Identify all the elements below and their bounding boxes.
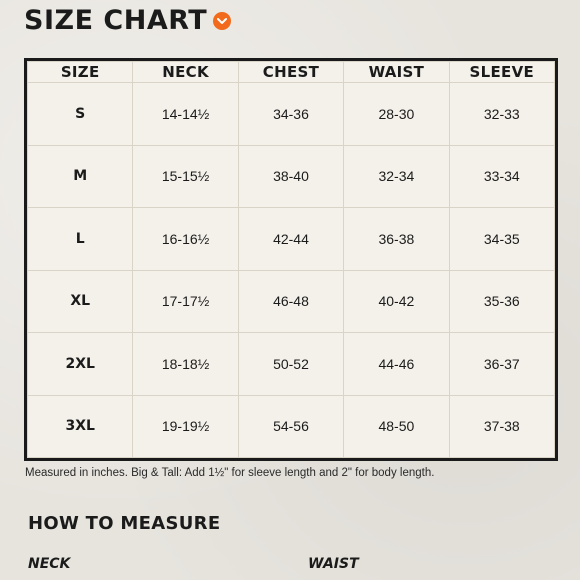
- chest-cell: 54-56: [237, 394, 345, 458]
- chest-cell: 34-36: [237, 82, 345, 146]
- neck-cell: 19-19½: [132, 394, 239, 458]
- waist-measure-label: WAIST: [308, 556, 359, 572]
- sleeve-cell: 34-35: [448, 207, 556, 271]
- sleeve-cell: 37-38: [448, 394, 556, 458]
- size-cell: M: [26, 144, 134, 208]
- waist-cell: 36-38: [343, 207, 450, 271]
- size-cell: S: [26, 82, 134, 146]
- column-header-neck: NECK: [132, 61, 239, 83]
- title-row: SIZE CHART: [24, 2, 232, 38]
- waist-cell: 48-50: [343, 394, 450, 458]
- table-row: XL 17-17½ 46-48 40-42 35-36: [26, 269, 556, 333]
- table-row: L 16-16½ 42-44 36-38 34-35: [26, 207, 556, 271]
- size-cell: 3XL: [26, 394, 134, 458]
- chevron-down-icon[interactable]: [213, 12, 232, 30]
- waist-cell: 28-30: [343, 82, 450, 146]
- column-header-chest: CHEST: [237, 61, 345, 83]
- table-row: 2XL 18-18½ 50-52 44-46 36-37: [26, 332, 556, 396]
- measurement-note: Measured in inches. Big & Tall: Add 1½" …: [25, 467, 435, 479]
- table-header-row: SIZE NECK CHEST WAIST SLEEVE: [26, 61, 556, 83]
- size-cell: XL: [26, 269, 134, 333]
- table-row: S 14-14½ 34-36 28-30 32-33: [26, 82, 556, 146]
- table-row: M 15-15½ 38-40 32-34 33-34: [26, 144, 556, 208]
- neck-cell: 18-18½: [132, 332, 239, 396]
- column-header-size: SIZE: [26, 61, 134, 83]
- neck-cell: 16-16½: [132, 207, 239, 271]
- chest-cell: 50-52: [237, 332, 345, 396]
- size-cell: 2XL: [26, 332, 134, 396]
- size-cell: L: [26, 207, 134, 271]
- sleeve-cell: 32-33: [448, 82, 556, 146]
- table-row: 3XL 19-19½ 54-56 48-50 37-38: [26, 394, 556, 458]
- sleeve-cell: 35-36: [448, 269, 556, 333]
- waist-cell: 32-34: [343, 144, 450, 208]
- how-to-measure-heading: HOW TO MEASURE: [28, 513, 221, 534]
- size-table-frame: SIZE NECK CHEST WAIST SLEEVE S 14-14½ 34…: [24, 58, 558, 461]
- waist-cell: 40-42: [343, 269, 450, 333]
- waist-cell: 44-46: [343, 332, 450, 396]
- sleeve-cell: 33-34: [448, 144, 556, 208]
- chest-cell: 42-44: [237, 207, 345, 271]
- neck-cell: 14-14½: [132, 82, 239, 146]
- neck-cell: 15-15½: [132, 144, 239, 208]
- chest-cell: 38-40: [237, 144, 345, 208]
- page-title: SIZE CHART: [24, 4, 208, 36]
- size-table: SIZE NECK CHEST WAIST SLEEVE S 14-14½ 34…: [26, 61, 556, 458]
- sleeve-cell: 36-37: [448, 332, 556, 396]
- neck-measure-label: NECK: [28, 556, 71, 572]
- column-header-sleeve: SLEEVE: [448, 61, 556, 83]
- chest-cell: 46-48: [237, 269, 345, 333]
- neck-cell: 17-17½: [132, 269, 239, 333]
- column-header-waist: WAIST: [343, 61, 450, 83]
